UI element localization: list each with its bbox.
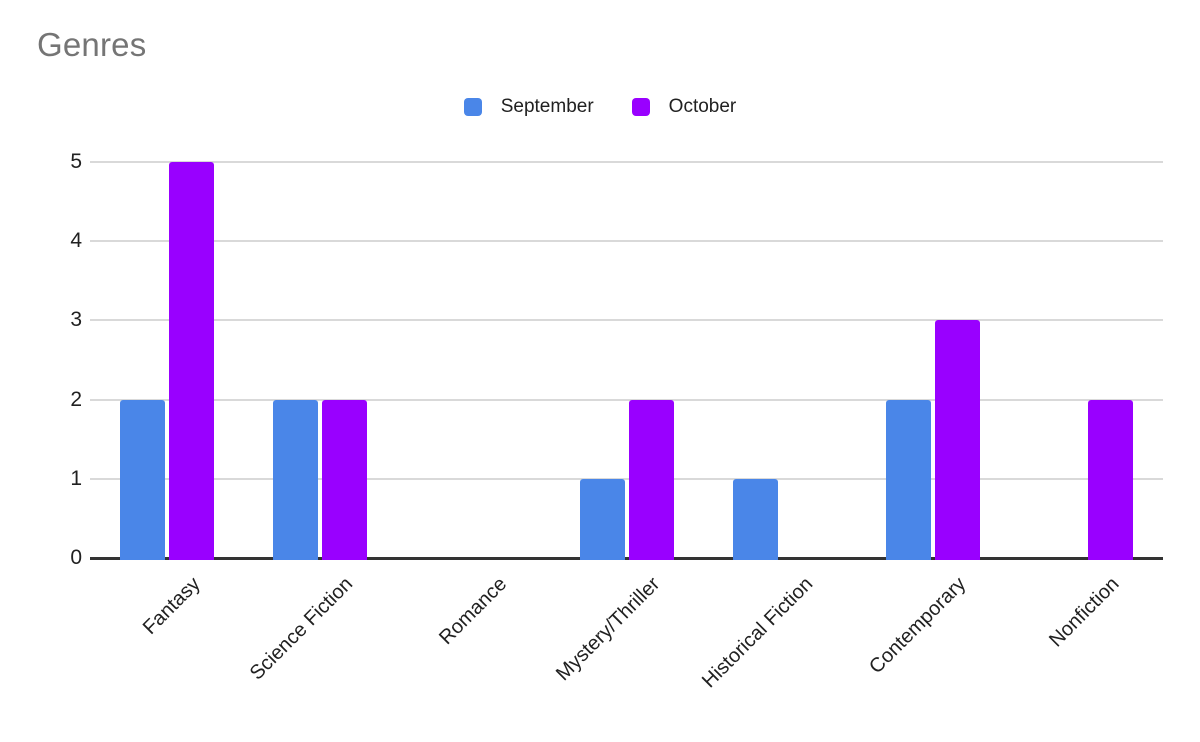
x-axis-category-label: Mystery/Thriller: [551, 573, 665, 686]
legend-item-october: October: [631, 96, 737, 118]
legend: September October: [0, 96, 1200, 118]
gridline: [90, 319, 1163, 322]
y-axis-tick-label: 1: [70, 466, 82, 490]
x-axis-category-label: Historical Fiction: [698, 573, 818, 693]
chart-title: Genres: [37, 26, 147, 63]
x-axis-category-label: Romance: [434, 573, 511, 650]
gridline: [90, 398, 1163, 401]
september-swatch-icon: [463, 98, 482, 116]
y-axis-tick-label: 3: [70, 308, 82, 332]
gridline: [90, 477, 1163, 480]
bar-october-fantasy: [168, 162, 214, 560]
x-axis-baseline: [90, 557, 1163, 560]
bar-september-science-fiction: [272, 399, 318, 560]
y-axis-tick-label: 4: [70, 229, 82, 253]
x-axis-category-label: Contemporary: [865, 573, 971, 679]
x-axis-category-label: Science Fiction: [246, 573, 358, 685]
bar-october-mystery-thriller: [628, 399, 674, 560]
x-axis-category-label: Nonfiction: [1045, 573, 1124, 652]
bar-september-contemporary: [886, 399, 932, 560]
bar-october-contemporary: [935, 320, 981, 560]
bar-september-historical-fiction: [732, 478, 778, 560]
x-axis-category-label: Fantasy: [138, 573, 205, 639]
bar-september-fantasy: [119, 399, 165, 560]
y-axis-tick-label: 5: [70, 150, 82, 173]
y-axis-tick-label: 0: [70, 546, 82, 569]
legend-item-september: September: [463, 96, 594, 118]
legend-label-october: October: [668, 96, 737, 117]
y-axis-tick-label: 2: [70, 387, 82, 411]
legend-label-september: September: [500, 96, 594, 117]
gridline: [90, 161, 1163, 163]
bar-october-science-fiction: [321, 399, 367, 560]
bar-september-mystery-thriller: [579, 478, 625, 560]
october-swatch-icon: [631, 98, 650, 116]
bar-october-nonfiction: [1088, 399, 1134, 560]
gridline: [90, 240, 1163, 243]
